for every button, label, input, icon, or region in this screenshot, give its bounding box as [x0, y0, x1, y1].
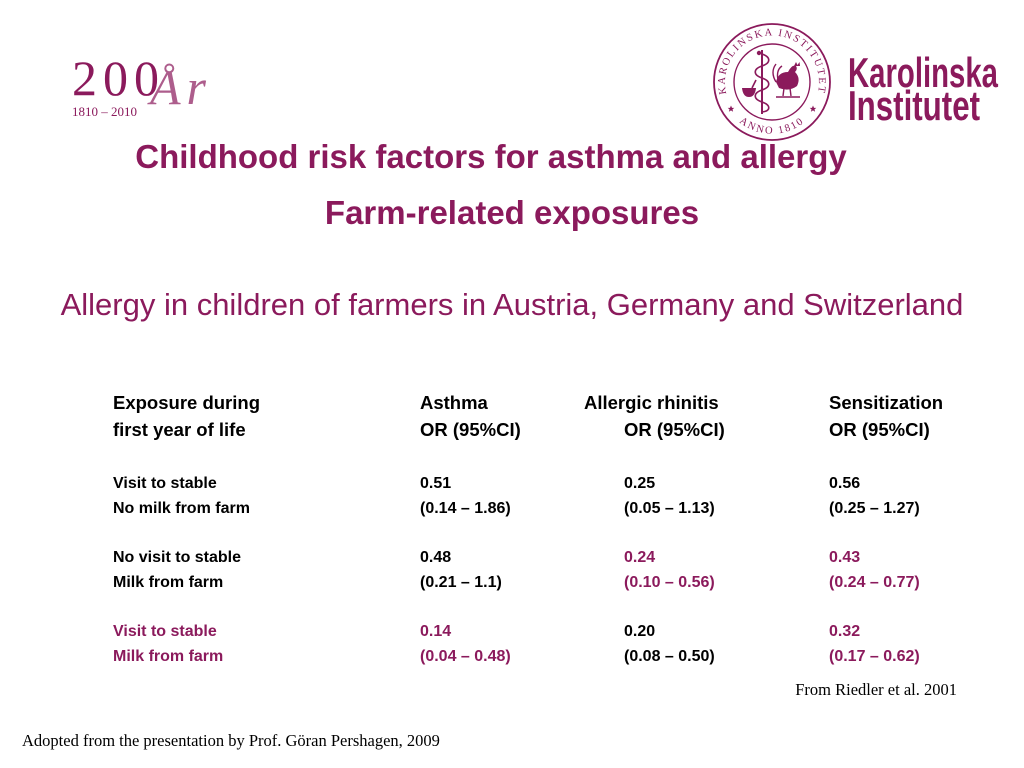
confidence-interval: (0.21 – 1.1): [420, 574, 502, 591]
table-row: No visit to stable Milk from farm 0.48 (…: [113, 545, 973, 595]
confidence-interval: (0.17 – 0.62): [829, 648, 920, 665]
sensitization-cell: 0.56 (0.25 – 1.27): [829, 471, 920, 521]
confidence-interval: (0.14 – 1.86): [420, 500, 511, 517]
odds-ratio: 0.51: [420, 475, 452, 492]
confidence-interval: (0.25 – 1.27): [829, 500, 920, 517]
exposure-milk: Milk from farm: [113, 648, 224, 665]
table-row: Visit to stable Milk from farm 0.14 (0.0…: [113, 619, 973, 669]
exposure-milk: Milk from farm: [113, 574, 224, 591]
anniversary-number: 200: [72, 50, 165, 106]
wordmark-line2: Institutet: [848, 82, 980, 128]
exposure-cell: Visit to stable Milk from farm: [113, 619, 223, 669]
odds-ratio: 0.43: [829, 549, 861, 566]
star-icon: [809, 105, 817, 112]
exposure-cell: Visit to stable No milk from farm: [113, 471, 250, 521]
odds-ratio: 0.14: [420, 623, 452, 640]
header-exposure-line2: first year of life: [113, 419, 246, 440]
table-header: Exposure during first year of life Asthm…: [113, 389, 973, 443]
header-exposure-line1: Exposure during: [113, 392, 260, 413]
odds-ratio: 0.56: [829, 475, 861, 492]
seal-bottom-label: ANNO 1810: [737, 115, 806, 136]
wordmark-line1: Karolinska: [848, 56, 998, 96]
footer-credit: Adopted from the presentation by Prof. G…: [22, 731, 440, 750]
staff-serpent-icon: [754, 50, 770, 114]
seal-outer-ring: [713, 23, 831, 141]
confidence-interval: (0.24 – 0.77): [829, 574, 920, 591]
header-allergic-rhinitis-line2: OR (95%CI): [624, 419, 725, 440]
seal-emblem: [742, 50, 800, 114]
header-asthma: Asthma OR (95%CI): [420, 389, 521, 443]
table-row: Visit to stable No milk from farm 0.51 (…: [113, 471, 973, 521]
odds-ratio: 0.32: [829, 623, 861, 640]
anniversary-script: År: [150, 59, 212, 115]
karolinska-institutet-wordmark: Karolinska Institutet: [848, 56, 998, 128]
source-citation: From Riedler et al. 2001: [795, 680, 957, 699]
star-icon: [727, 105, 735, 112]
rooster-icon: [772, 62, 800, 98]
rhinitis-cell: 0.25 (0.05 – 1.13): [624, 471, 715, 521]
exposure-stable: Visit to stable: [113, 475, 217, 492]
header-sensitization-line1: Sensitization: [829, 392, 944, 413]
seal-bottom-text: ANNO 1810: [737, 115, 805, 136]
exposure-stable: No visit to stable: [113, 549, 242, 566]
header-sensitization-line2: OR (95%CI): [829, 419, 930, 440]
rhinitis-cell: 0.20 (0.08 – 0.50): [624, 619, 715, 669]
header-exposure: Exposure during first year of life: [113, 389, 260, 443]
odds-ratio: 0.20: [624, 623, 656, 640]
karolinska-seal-logo: KAROLINSKA INSTITUTET ANNO 1810: [713, 23, 831, 141]
sensitization-cell: 0.43 (0.24 – 0.77): [829, 545, 920, 595]
rhinitis-cell: 0.24 (0.10 – 0.56): [624, 545, 715, 595]
asthma-cell: 0.14 (0.04 – 0.48): [420, 619, 511, 669]
sensitization-cell: 0.32 (0.17 – 0.62): [829, 619, 920, 669]
mortar-icon: [742, 79, 757, 97]
seal-inner-ring: [733, 43, 811, 121]
slide-heading: Allergy in children of farmers in Austri…: [60, 287, 964, 322]
exposure-cell: No visit to stable Milk from farm: [113, 545, 241, 595]
exposure-stable: Visit to stable: [113, 623, 217, 640]
odds-ratio: 0.48: [420, 549, 452, 566]
odds-ratio: 0.24: [624, 549, 656, 566]
header-asthma-line1: Asthma: [420, 392, 488, 413]
slide-title: Childhood risk factors for asthma and al…: [135, 138, 847, 175]
confidence-interval: (0.08 – 0.50): [624, 648, 715, 665]
header-allergic-rhinitis: Allergic rhinitis OR (95%CI): [584, 389, 725, 443]
exposure-milk: No milk from farm: [113, 500, 250, 517]
asthma-cell: 0.51 (0.14 – 1.86): [420, 471, 511, 521]
confidence-interval: (0.04 – 0.48): [420, 648, 511, 665]
header-allergic-rhinitis-line1: Allergic rhinitis: [584, 392, 719, 413]
exposure-table: Exposure during first year of life Asthm…: [113, 389, 973, 689]
anniversary-years: 1810 – 2010: [72, 104, 137, 119]
confidence-interval: (0.05 – 1.13): [624, 500, 715, 517]
confidence-interval: (0.10 – 0.56): [624, 574, 715, 591]
header-asthma-line2: OR (95%CI): [420, 419, 521, 440]
odds-ratio: 0.25: [624, 475, 656, 492]
asthma-cell: 0.48 (0.21 – 1.1): [420, 545, 502, 595]
anniversary-200-logo: 200 År 1810 – 2010: [70, 50, 240, 122]
slide-subtitle: Farm-related exposures: [324, 194, 700, 231]
header-sensitization: Sensitization OR (95%CI): [829, 389, 943, 443]
